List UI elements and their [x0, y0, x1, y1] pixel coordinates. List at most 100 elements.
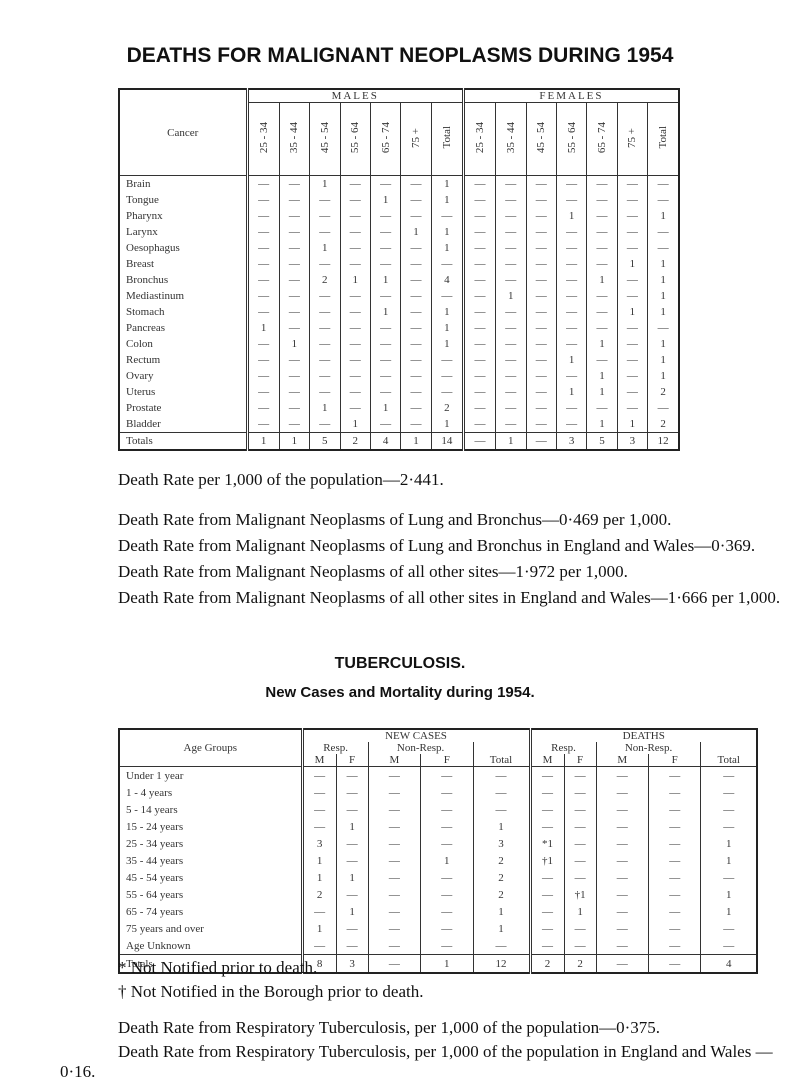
- cell: 1: [335, 869, 369, 886]
- column-header: 65 - 74: [586, 102, 618, 176]
- cell: —: [369, 224, 401, 240]
- cell: 2: [472, 852, 530, 869]
- cell: 1: [700, 852, 757, 869]
- cell: —: [400, 368, 432, 384]
- cell: —: [335, 920, 369, 937]
- row-label: Larynx: [119, 224, 247, 240]
- cell: —: [525, 320, 557, 336]
- cell: —: [420, 801, 474, 818]
- cell: 1: [586, 272, 618, 288]
- cell: —: [528, 766, 565, 784]
- cell: —: [245, 192, 280, 208]
- cell: —: [278, 320, 310, 336]
- column-header: 35 - 44: [278, 102, 310, 176]
- row-label-text: Breast: [126, 258, 158, 270]
- cell: —: [647, 240, 679, 256]
- cell: —: [586, 240, 618, 256]
- cell: —: [430, 352, 464, 368]
- cell: —: [309, 208, 340, 224]
- cell: —: [525, 400, 557, 416]
- cell: —: [367, 903, 421, 920]
- cell: —: [528, 937, 565, 955]
- cell: —: [700, 784, 757, 801]
- group-header: NEW CASES: [300, 729, 530, 742]
- cell: —: [369, 256, 401, 272]
- row: Totals 1 1 5 2 4 1 14—1—3 5 3 12: [119, 432, 679, 450]
- cell: —: [245, 288, 280, 304]
- cell: —: [555, 400, 587, 416]
- row-label-text: Bladder: [126, 418, 164, 430]
- cell: 2: [563, 954, 597, 973]
- cell: —: [339, 175, 371, 192]
- row: Breast — — — — — — — — — — — —1 1: [119, 256, 679, 272]
- column-header: Total: [647, 102, 679, 176]
- cell: —: [461, 416, 496, 433]
- cell: —: [616, 320, 648, 336]
- cell: 4: [700, 954, 757, 973]
- cell: —: [495, 175, 526, 192]
- cell: —: [339, 352, 371, 368]
- cell: —: [245, 272, 280, 288]
- row-label-text: Rectum: [126, 354, 164, 366]
- cell: —: [300, 818, 337, 835]
- row-label-text: 1 - 4 years: [126, 786, 176, 799]
- cell: —: [339, 288, 371, 304]
- cell: —: [647, 224, 679, 240]
- cell: —: [495, 224, 526, 240]
- cell: —: [700, 869, 757, 886]
- group-header: DEATHS: [528, 729, 757, 742]
- column-header: 75 +: [616, 102, 648, 176]
- cell: —: [309, 352, 340, 368]
- cell: 1: [430, 240, 464, 256]
- cell: —: [616, 336, 648, 352]
- cell: —: [400, 208, 432, 224]
- cell: —: [525, 336, 557, 352]
- cell: 1: [335, 818, 369, 835]
- cell: 3: [335, 954, 369, 973]
- rate-line: Death Rate from Malignant Neoplasms of L…: [118, 510, 672, 529]
- rate-line: Death Rate from Malignant Neoplasms of a…: [118, 588, 781, 607]
- row: 1 - 4 years — — — — — — — — — —: [119, 784, 757, 801]
- cell: —: [335, 801, 369, 818]
- cell: —: [339, 368, 371, 384]
- row: Brain — —1— — —1— — — — — — —: [119, 175, 679, 192]
- cell: —: [278, 240, 310, 256]
- cell: 1: [400, 432, 432, 450]
- cell: —: [495, 256, 526, 272]
- cell: —: [278, 304, 310, 320]
- tb-title: TUBERCULOSIS.: [334, 655, 466, 672]
- cell: —: [335, 835, 369, 852]
- cell: —: [420, 920, 474, 937]
- cell: —: [595, 784, 649, 801]
- cell: —: [278, 400, 310, 416]
- cell: —: [495, 400, 526, 416]
- cell: —: [495, 304, 526, 320]
- cell: 1: [700, 886, 757, 903]
- cell: —: [430, 256, 464, 272]
- cell: —: [647, 400, 679, 416]
- cell: 2: [300, 886, 337, 903]
- row-label: Bladder: [119, 416, 247, 433]
- cell: —: [461, 400, 496, 416]
- row: Pharynx — — — — — — — — — —1— —1: [119, 208, 679, 224]
- cell: —: [648, 766, 701, 784]
- rate-line: Death Rate from Malignant Neoplasms of L…: [118, 536, 756, 555]
- cell: —: [369, 416, 401, 433]
- column-header: F: [335, 754, 369, 767]
- cell: —: [595, 835, 649, 852]
- row-label-text: Under 1 year: [126, 769, 187, 782]
- cell: 1: [309, 400, 340, 416]
- row-label-text: 5 - 14 years: [126, 803, 181, 816]
- cell: —: [586, 288, 618, 304]
- column-label: 65 - 74: [596, 121, 609, 154]
- column-header: Total: [430, 102, 464, 176]
- rate-line: Death Rate per 1,000 of the population—2…: [118, 470, 444, 489]
- cell: —: [595, 869, 649, 886]
- tb-rate-line: Death Rate from Respiratory Tuberculosis…: [60, 1042, 773, 1081]
- cell: —: [367, 801, 421, 818]
- cell: —: [300, 766, 337, 784]
- cell: —: [367, 852, 421, 869]
- cell: —: [586, 400, 618, 416]
- row: Mediastinum — — — — — — — —1— — — —1: [119, 288, 679, 304]
- cell: —: [586, 224, 618, 240]
